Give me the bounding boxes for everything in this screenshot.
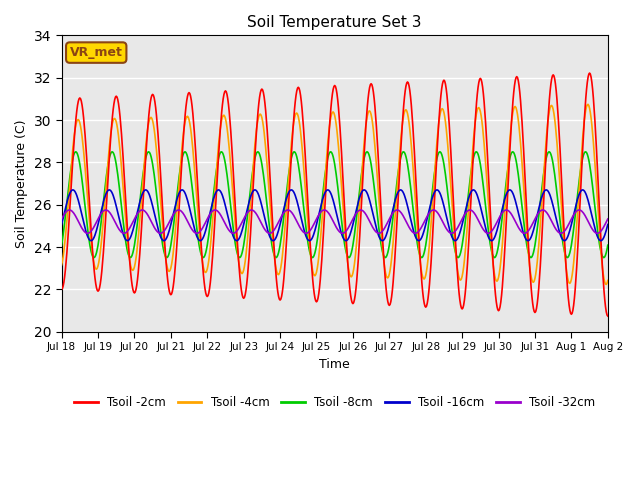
Legend: Tsoil -2cm, Tsoil -4cm, Tsoil -8cm, Tsoil -16cm, Tsoil -32cm: Tsoil -2cm, Tsoil -4cm, Tsoil -8cm, Tsoi… [70,391,600,413]
X-axis label: Time: Time [319,358,350,371]
Title: Soil Temperature Set 3: Soil Temperature Set 3 [248,15,422,30]
Y-axis label: Soil Temperature (C): Soil Temperature (C) [15,119,28,248]
Text: VR_met: VR_met [70,46,123,59]
